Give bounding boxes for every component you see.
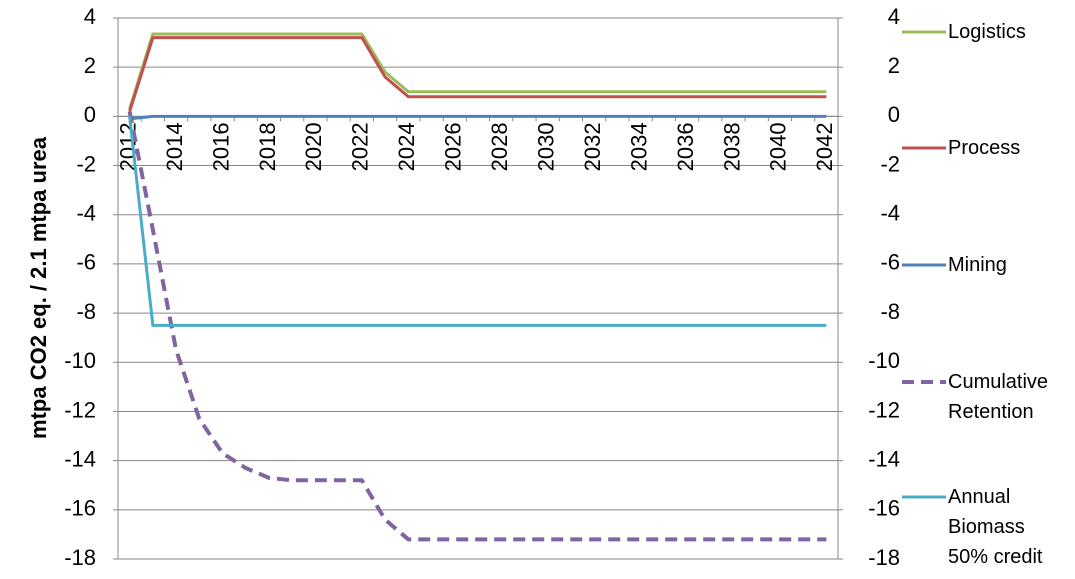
- legend-label: Cumulative Retention: [948, 371, 1049, 423]
- x-tick-label: 2024: [394, 122, 419, 171]
- legend-label: Annual Biomass 50% credit: [948, 486, 1043, 568]
- y2-tick-label: -2: [880, 151, 900, 176]
- y-tick-label: -12: [64, 397, 96, 422]
- x-tick-label: 2034: [626, 122, 651, 171]
- y2-tick-label: -16: [868, 496, 900, 521]
- y-tick-label: -4: [76, 201, 96, 226]
- x-tick-label: 2042: [812, 122, 837, 171]
- legend-label: Process: [948, 137, 1021, 159]
- x-tick-label: 2040: [766, 122, 791, 171]
- y2-tick-label: -8: [880, 299, 900, 324]
- y2-tick-label: -4: [880, 201, 900, 226]
- y-tick-label: 0: [84, 102, 96, 127]
- y2-tick-label: 4: [888, 4, 900, 29]
- y-tick-label: -2: [76, 151, 96, 176]
- y-tick-label: -14: [64, 446, 96, 471]
- series-line: [129, 114, 827, 121]
- y-axis-label: mtpa CO2 eq. / 2.1 mtpa urea: [26, 136, 51, 439]
- legend-label: Logistics: [948, 21, 1026, 43]
- x-tick-label: 2026: [441, 122, 466, 171]
- y2-tick-label: -6: [880, 250, 900, 275]
- y2-tick-label: -14: [868, 446, 900, 471]
- x-tick-label: 2028: [487, 122, 512, 171]
- x-tick-label: 2016: [208, 122, 233, 171]
- x-tick-label: 2012: [115, 122, 140, 171]
- x-tick-label: 2020: [301, 122, 326, 171]
- series-line: [128, 32, 827, 110]
- series-line: [128, 36, 827, 112]
- y2-tick-label: 2: [888, 53, 900, 78]
- x-tick-label: 2018: [255, 122, 280, 171]
- y-tick-label: -18: [64, 545, 96, 570]
- y-tick-label: 2: [84, 53, 96, 78]
- y-tick-label: -6: [76, 250, 96, 275]
- x-tick-label: 2038: [719, 122, 744, 171]
- x-tick-label: 2014: [162, 122, 187, 171]
- x-tick-label: 2030: [533, 122, 558, 171]
- x-tick-label: 2036: [673, 122, 698, 171]
- series-line: [128, 116, 827, 327]
- y-tick-label: -10: [64, 348, 96, 373]
- y2-tick-label: -18: [868, 545, 900, 570]
- series-line: [127, 111, 827, 542]
- y-tick-label: -8: [76, 299, 96, 324]
- y2-tick-label: -10: [868, 348, 900, 373]
- x-tick-label: 2032: [580, 122, 605, 171]
- y2-tick-label: 0: [888, 102, 900, 127]
- legend-label: Mining: [948, 254, 1007, 276]
- y-tick-label: 4: [84, 4, 96, 29]
- y-tick-label: -16: [64, 496, 96, 521]
- y2-tick-label: -12: [868, 397, 900, 422]
- x-tick-label: 2022: [348, 122, 373, 171]
